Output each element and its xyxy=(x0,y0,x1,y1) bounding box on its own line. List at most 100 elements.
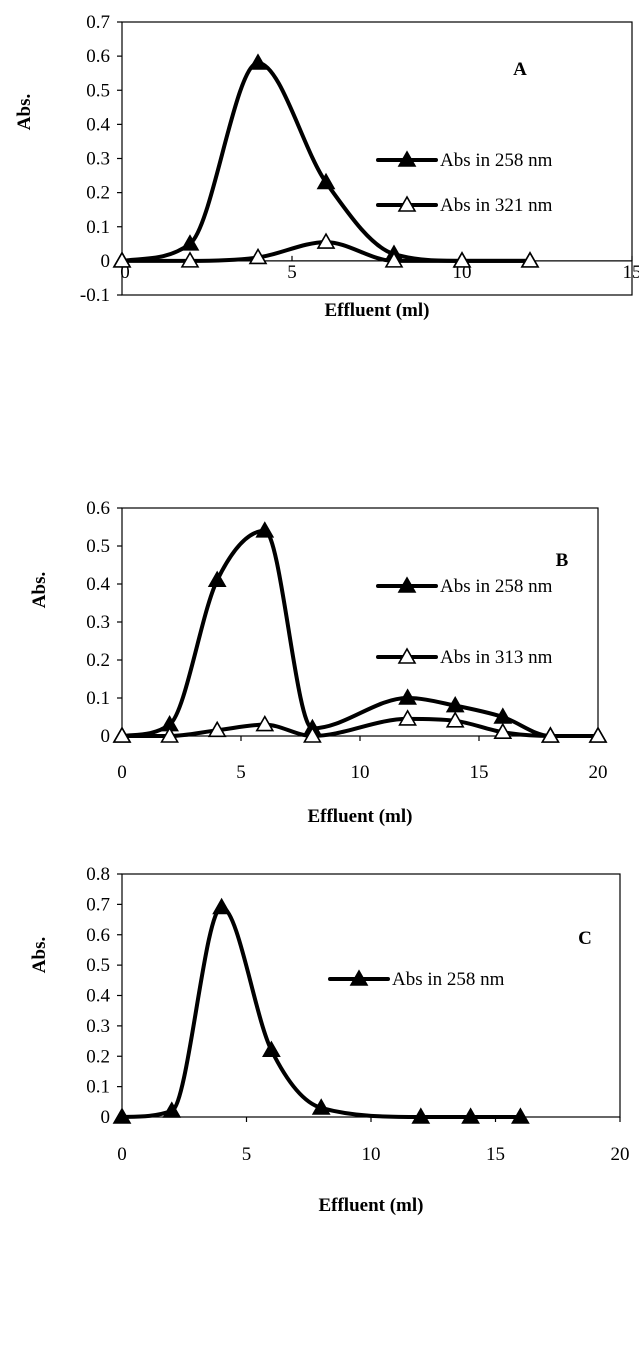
y-axis-label: Abs. xyxy=(29,572,50,608)
data-point-marker xyxy=(112,251,132,268)
data-point-marker xyxy=(398,688,417,705)
data-point-marker xyxy=(461,1107,480,1124)
y-tick-label: 0.4 xyxy=(86,114,110,135)
y-tick-label: 0.1 xyxy=(86,688,110,709)
x-tick-label: 0 xyxy=(117,762,127,783)
x-axis-label: Effluent (ml) xyxy=(318,1195,423,1216)
data-point-marker xyxy=(160,726,179,743)
data-point-marker xyxy=(112,1107,132,1124)
x-tick-label: 10 xyxy=(362,1144,381,1165)
y-tick-label: 0.1 xyxy=(86,1077,110,1098)
data-point-marker xyxy=(445,711,465,728)
y-tick-label: 0.2 xyxy=(86,1046,110,1067)
data-point-marker xyxy=(493,722,513,740)
y-tick-label: -0.1 xyxy=(80,285,110,306)
y-axis-label: Abs. xyxy=(29,937,50,973)
legend-label: Abs in 258 nm xyxy=(440,150,553,171)
legend-entry: Abs in 258 nm xyxy=(376,576,553,597)
y-tick-label: 0.5 xyxy=(86,536,110,557)
x-tick-label: 5 xyxy=(236,762,246,783)
y-tick-label: 0.6 xyxy=(86,46,110,67)
legend-marker xyxy=(349,969,369,986)
legend-entry: Abs in 321 nm xyxy=(376,195,553,216)
x-axis-label: Effluent (ml) xyxy=(307,806,412,827)
panel-label: A xyxy=(513,59,527,80)
series-open xyxy=(112,232,540,268)
chart-panel-c: 0 0.1 0.2 0.3 0.4 0.5 0.6 0.7 0.8 0 5 10 15 20 Effluen… xyxy=(29,864,630,1216)
data-point-marker xyxy=(112,726,132,743)
plot-frame xyxy=(121,507,599,737)
data-point-marker xyxy=(303,726,322,743)
x-tick-label: 5 xyxy=(287,262,297,283)
y-tick-label: 0.6 xyxy=(86,498,110,519)
x-tick-label: 5 xyxy=(242,1144,252,1165)
y-axis-label: Abs. xyxy=(14,94,35,130)
data-point-marker xyxy=(316,232,336,249)
series-open xyxy=(112,709,608,743)
series-line xyxy=(120,716,600,738)
data-point-marker xyxy=(207,720,227,738)
x-axis-label: Effluent (ml) xyxy=(324,300,429,321)
legend-marker xyxy=(397,195,417,212)
data-point-marker xyxy=(248,247,268,265)
x-tick-label: 0 xyxy=(117,1144,127,1165)
data-point-marker xyxy=(541,726,560,743)
y-tick-label: 0.3 xyxy=(86,1016,110,1037)
data-point-marker xyxy=(162,1101,182,1118)
data-point-marker xyxy=(520,251,540,268)
y-tick-label: 0.2 xyxy=(86,183,110,204)
legend-label: Abs in 258 nm xyxy=(440,576,553,597)
legend-marker xyxy=(397,150,417,167)
series-line xyxy=(120,528,600,738)
series-filled xyxy=(112,897,530,1124)
x-tick-label: 0 xyxy=(120,262,130,283)
x-tick-label: 15 xyxy=(486,1144,505,1165)
y-tick-label: 0.6 xyxy=(86,925,110,946)
y-tick-label: 0.5 xyxy=(86,80,110,101)
panel-label: B xyxy=(556,550,569,571)
x-tick-label: 20 xyxy=(589,762,608,783)
legend-label: Abs in 313 nm xyxy=(440,647,553,668)
chart-panel-b: 0 0.1 0.2 0.3 0.4 0.5 0.6 0 5 10 15 20 Effluent (ml)… xyxy=(29,498,608,827)
data-point-marker xyxy=(411,1107,431,1124)
data-point-marker xyxy=(316,172,336,190)
y-tick-label: 0.3 xyxy=(86,612,110,633)
y-tick-label: 0.4 xyxy=(86,986,110,1007)
chart-panel-a: -0.100.10.20.30.40.50.60.70 5 10 15Effluent… xyxy=(14,12,639,321)
data-point-marker xyxy=(248,53,268,70)
data-point-marker xyxy=(588,726,608,743)
data-point-marker xyxy=(207,570,227,588)
data-point-marker xyxy=(180,251,200,268)
x-tick-label: 10 xyxy=(351,762,370,783)
panel-label: C xyxy=(578,928,592,949)
series-filled xyxy=(112,521,608,743)
legend-marker xyxy=(397,647,417,664)
x-tick-label: 15 xyxy=(623,262,639,283)
data-point-marker xyxy=(262,1040,281,1057)
x-tick-label: 15 xyxy=(470,762,489,783)
data-point-marker xyxy=(311,1098,331,1115)
y-tick-label: 0.5 xyxy=(86,955,110,976)
y-tick-label: 0 xyxy=(101,726,111,747)
data-point-marker xyxy=(398,709,417,726)
y-tick-label: 0.8 xyxy=(86,864,110,885)
data-point-marker xyxy=(255,714,275,732)
data-point-marker xyxy=(180,234,200,251)
data-point-marker xyxy=(212,897,231,915)
legend-entry: Abs in 258 nm xyxy=(376,150,553,171)
legend-label: Abs in 321 nm xyxy=(440,195,553,216)
y-tick-label: 0.2 xyxy=(86,650,110,671)
legend-label: Abs in 258 nm xyxy=(392,969,505,990)
y-tick-label: 0 xyxy=(101,1107,111,1128)
y-tick-label: 0 xyxy=(101,251,111,272)
data-point-marker xyxy=(384,251,404,268)
legend-entry: Abs in 258 nm xyxy=(328,969,505,990)
y-tick-label: 0.7 xyxy=(86,12,110,33)
data-point-marker xyxy=(255,521,275,538)
series-line xyxy=(120,905,523,1119)
y-tick-label: 0.7 xyxy=(86,894,110,915)
y-tick-label: 0.1 xyxy=(86,217,110,238)
data-point-marker xyxy=(452,251,472,268)
legend-entry: Abs in 313 nm xyxy=(376,647,553,668)
